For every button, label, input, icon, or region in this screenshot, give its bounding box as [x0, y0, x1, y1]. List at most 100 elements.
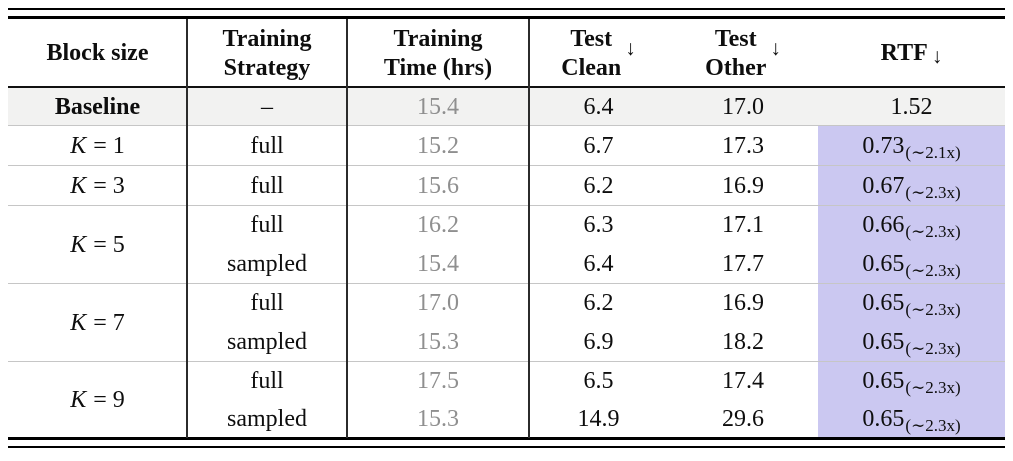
cell-k5-sampled-rtf: 0.65 (∼2.3x) — [862, 251, 961, 281]
col-header-rtf: RTF ↓ — [818, 19, 1005, 88]
col-header-block-size: Block size — [8, 19, 187, 88]
header-bottom-rule — [8, 86, 1005, 88]
rtf-speedup-subscript: (∼2.3x) — [905, 261, 961, 281]
cell-k7-sampled-test-other: 18.2 — [722, 329, 764, 356]
cell-k9-full-strategy: full — [250, 367, 284, 394]
cell-k7-full-strategy: full — [250, 290, 284, 317]
cell-k5-full-test-other: 17.1 — [722, 212, 764, 239]
rtf-column-highlight — [818, 126, 1005, 438]
cell-k9-block: K = 9 — [70, 386, 125, 413]
cell-k5-block: K = 5 — [70, 231, 125, 258]
col-header-test-clean: Test Clean ↓ — [529, 19, 668, 88]
cell-k9-sampled-time: 15.3 — [417, 405, 459, 432]
cell-k7-block: K = 7 — [70, 309, 125, 336]
col-header-training-time-line1: Training — [393, 26, 483, 53]
cell-k1-strategy: full — [250, 132, 284, 159]
down-arrow-icon: ↓ — [931, 44, 943, 69]
bottom-rule-outer — [8, 446, 1005, 448]
cell-baseline-block: Baseline — [54, 93, 141, 120]
bottom-rule-inner — [8, 437, 1005, 440]
cell-k7-full-test-other: 16.9 — [722, 290, 764, 317]
cell-k1-rtf: 0.73 (∼2.1x) — [862, 132, 961, 162]
cell-k7-sampled-test-clean: 6.9 — [583, 329, 614, 356]
col-header-training-strategy-line2: Strategy — [223, 54, 311, 81]
row-separator — [8, 361, 1005, 362]
k-symbol: K — [70, 172, 87, 199]
column-separator — [346, 19, 348, 438]
cell-k3-test-clean: 6.2 — [583, 172, 614, 199]
cell-k5-full-strategy: full — [250, 212, 284, 239]
row-separator — [8, 283, 1005, 284]
k-symbol: K — [70, 309, 87, 336]
row-separator — [8, 165, 1005, 166]
cell-k9-sampled-strategy: sampled — [227, 405, 307, 432]
cell-k3-time: 15.6 — [417, 172, 459, 199]
table-grid: Block size Training Strategy Training Ti… — [8, 19, 1005, 438]
cell-k7-sampled-strategy: sampled — [227, 329, 307, 356]
cell-k7-full-time: 17.0 — [417, 290, 459, 317]
cell-k5-sampled-test-clean: 6.4 — [583, 251, 614, 278]
cell-k3-rtf: 0.67 (∼2.3x) — [862, 172, 961, 202]
rtf-speedup-subscript: (∼2.3x) — [905, 222, 961, 242]
rtf-speedup-subscript: (∼2.3x) — [905, 415, 961, 435]
col-header-training-strategy-line1: Training — [222, 26, 312, 53]
down-arrow-icon: ↓ — [770, 36, 781, 61]
top-rule-inner — [8, 16, 1005, 19]
col-header-rtf-label: RTF — [880, 40, 928, 67]
k-symbol: K — [70, 231, 87, 258]
cell-k5-full-rtf: 0.66 (∼2.3x) — [862, 212, 961, 242]
cell-k1-time: 15.2 — [417, 132, 459, 159]
baseline-row-background — [8, 88, 1005, 126]
cell-k5-sampled-time: 15.4 — [417, 251, 459, 278]
cell-k5-full-time: 16.2 — [417, 212, 459, 239]
cell-baseline-rtf: 1.52 — [890, 93, 933, 120]
cell-k5-sampled-test-other: 17.7 — [722, 251, 764, 278]
rtf-speedup-subscript: (∼2.1x) — [905, 142, 961, 162]
cell-k9-full-time: 17.5 — [417, 367, 459, 394]
row-separator — [8, 205, 1005, 206]
col-header-test-other: Test Other ↓ — [668, 19, 818, 88]
k-symbol: K — [70, 132, 87, 159]
col-header-training-time-line2: Time (hrs) — [383, 54, 493, 81]
col-header-training-time: Training Time (hrs) — [347, 19, 529, 88]
cell-k5-sampled-strategy: sampled — [227, 251, 307, 278]
cell-k3-test-other: 16.9 — [722, 172, 764, 199]
cell-k1-test-other: 17.3 — [722, 132, 764, 159]
col-header-test-clean-line2: Clean — [561, 54, 622, 81]
col-header-test-clean-line1: Test — [570, 26, 613, 53]
cell-k9-sampled-rtf: 0.65 (∼2.3x) — [862, 405, 961, 435]
col-header-test-other-line2: Other — [705, 54, 767, 81]
rtf-speedup-subscript: (∼2.3x) — [905, 377, 961, 397]
top-rule-outer — [8, 8, 1005, 10]
row-separator — [8, 125, 1005, 126]
down-arrow-icon: ↓ — [625, 36, 636, 61]
cell-k7-full-test-clean: 6.2 — [583, 290, 614, 317]
cell-k9-full-test-other: 17.4 — [722, 367, 764, 394]
column-separator — [186, 19, 188, 438]
cell-k9-full-rtf: 0.65 (∼2.3x) — [862, 367, 961, 397]
column-separator — [528, 19, 530, 438]
k-symbol: K — [70, 386, 87, 413]
cell-k5-full-test-clean: 6.3 — [583, 212, 614, 239]
cell-baseline-time: 15.4 — [417, 93, 459, 120]
cell-k7-full-rtf: 0.65 (∼2.3x) — [862, 290, 961, 320]
cell-k9-sampled-test-other: 29.6 — [722, 405, 764, 432]
col-header-block-size-label: Block size — [46, 40, 149, 67]
cell-k3-block: K = 3 — [70, 172, 125, 199]
cell-baseline-test-other: 17.0 — [722, 93, 764, 120]
cell-k1-block: K = 1 — [70, 132, 125, 159]
cell-k3-strategy: full — [250, 172, 284, 199]
cell-k7-sampled-time: 15.3 — [417, 329, 459, 356]
cell-baseline-strategy: – — [261, 93, 273, 120]
cell-k7-sampled-rtf: 0.65 (∼2.3x) — [862, 329, 961, 359]
col-header-training-strategy: Training Strategy — [187, 19, 347, 88]
rtf-speedup-subscript: (∼2.3x) — [905, 182, 961, 202]
cell-baseline-test-clean: 6.4 — [583, 93, 614, 120]
cell-k9-sampled-test-clean: 14.9 — [577, 405, 620, 432]
rtf-speedup-subscript: (∼2.3x) — [905, 300, 961, 320]
col-header-test-other-line1: Test — [714, 26, 757, 53]
rtf-speedup-subscript: (∼2.3x) — [905, 339, 961, 359]
cell-k9-full-test-clean: 6.5 — [583, 367, 614, 394]
cell-k1-test-clean: 6.7 — [583, 132, 614, 159]
